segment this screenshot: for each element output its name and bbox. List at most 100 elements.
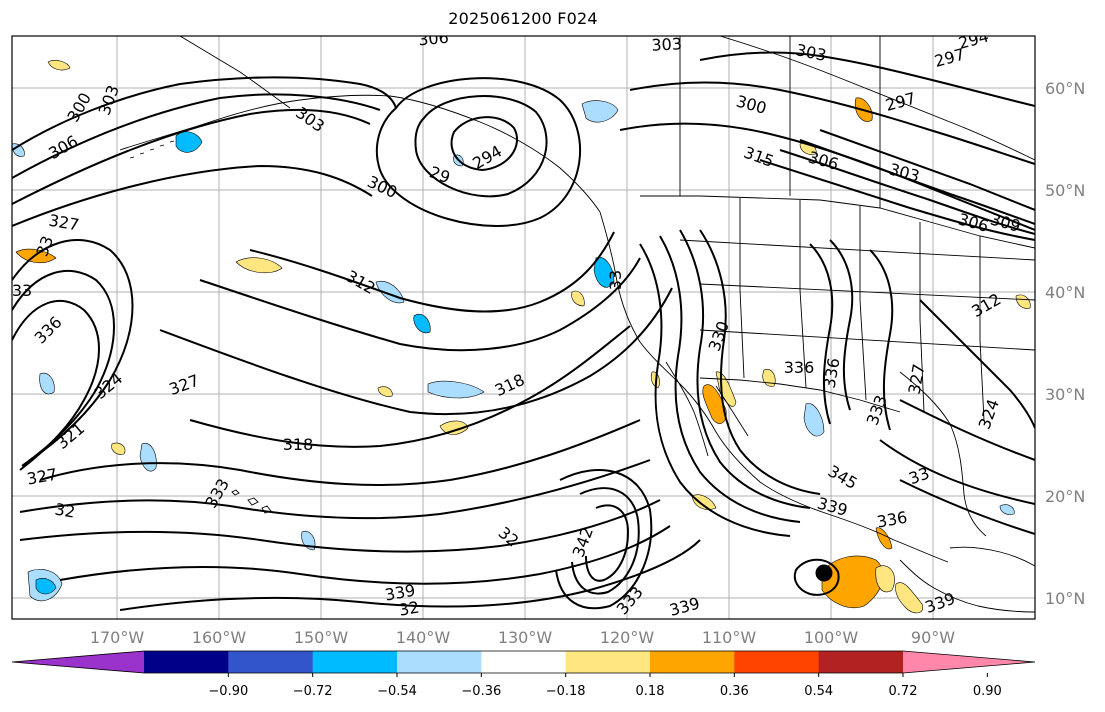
longitude-axis: 170°W 160°W 150°W 140°W 130°W 120°W 110°… bbox=[90, 628, 955, 647]
shade-yellow-south bbox=[895, 582, 924, 614]
central-america-coast bbox=[899, 559, 1035, 613]
shade-yellow-small-1 bbox=[377, 386, 393, 397]
lon-label-110w: 110°W bbox=[702, 628, 757, 647]
contour-jet-1 bbox=[759, 159, 1035, 241]
contour-label: 318 bbox=[283, 435, 314, 454]
shade-yellow-storm bbox=[875, 565, 895, 593]
contour-label: 303 bbox=[651, 34, 682, 55]
caribbean-coast bbox=[949, 546, 1035, 567]
colorbar-segment bbox=[397, 651, 482, 673]
shade-yellow-east bbox=[1015, 294, 1031, 309]
contour-west-gyre-1 bbox=[12, 239, 134, 461]
gulf-mexico bbox=[899, 371, 987, 537]
colorbar-tick-label: 0.72 bbox=[889, 684, 918, 699]
contour-ridge-us-2 bbox=[809, 243, 834, 425]
contour-315 bbox=[199, 257, 641, 352]
contour-west-gyre-3 bbox=[12, 299, 100, 471]
contour-330 bbox=[59, 525, 671, 585]
state-line-3 bbox=[859, 206, 867, 401]
lat-label-60n: 60°N bbox=[1045, 79, 1085, 98]
shade-yellow-nw bbox=[47, 60, 71, 71]
colorbar-segment bbox=[144, 651, 229, 673]
lon-label-150w: 150°W bbox=[294, 628, 349, 647]
colorbar-tick-label: 0.36 bbox=[720, 684, 749, 699]
alaska-coast bbox=[119, 94, 601, 213]
contour-ridge-us-1 bbox=[829, 239, 854, 411]
shade-yellow-coast bbox=[571, 290, 585, 307]
state-line-2 bbox=[799, 200, 807, 389]
hawaii-isle-1 bbox=[247, 497, 259, 506]
lat-label-20n: 20°N bbox=[1045, 487, 1085, 506]
shade-blue-gulf bbox=[581, 100, 619, 123]
lon-label-120w: 120°W bbox=[600, 628, 655, 647]
contour-ridge-us-3 bbox=[869, 249, 894, 431]
height-contours bbox=[12, 51, 1035, 611]
contour-ridge-2 bbox=[629, 81, 1035, 165]
contour-east-4 bbox=[919, 299, 1035, 429]
contour-jet-2 bbox=[779, 149, 1035, 235]
contour-321 bbox=[39, 419, 641, 486]
lon-label-90w: 90°W bbox=[911, 628, 955, 647]
colorbar-segment bbox=[312, 651, 398, 673]
canada-coast bbox=[719, 36, 1035, 161]
contour-cutoff-sw-2 bbox=[571, 487, 640, 595]
colorbar-segment bbox=[650, 651, 735, 673]
storm-center-marker bbox=[815, 564, 833, 582]
us-canada-border bbox=[640, 195, 1035, 249]
colorbar-tick-label: −0.72 bbox=[293, 684, 333, 699]
state-line-8 bbox=[699, 329, 1035, 351]
latitude-axis: 60°N 50°N 40°N 30°N 20°N 10°N bbox=[1045, 79, 1085, 608]
contour-east-2 bbox=[879, 439, 1035, 505]
shade-blue-small-2 bbox=[999, 504, 1015, 515]
colorbar-tick-label: −0.54 bbox=[377, 684, 417, 699]
colorbar-tick-label: 0.90 bbox=[973, 684, 1002, 699]
us-mexico-border bbox=[699, 377, 901, 413]
lon-label-140w: 140°W bbox=[396, 628, 451, 647]
shade-cyan-mid1 bbox=[413, 313, 431, 334]
lat-label-10n: 10°N bbox=[1045, 589, 1085, 608]
shade-blue-coast bbox=[593, 256, 615, 288]
contour-trough-1 bbox=[699, 229, 821, 495]
colorbar-tick-label: 0.54 bbox=[804, 684, 833, 699]
colorbar-extend-high bbox=[903, 651, 1035, 673]
shade-orange-left bbox=[15, 248, 57, 264]
colorbar-tick-label: −0.18 bbox=[546, 684, 586, 699]
gulf-california bbox=[715, 385, 749, 437]
shade-yellow-se bbox=[691, 494, 717, 510]
colorbar-extend-low bbox=[12, 651, 144, 673]
baja-coast bbox=[665, 361, 709, 457]
alaska-north-coast bbox=[179, 36, 291, 109]
state-line-7 bbox=[679, 239, 1035, 261]
contour-low-3 bbox=[375, 77, 581, 227]
contour-label: 32 bbox=[397, 597, 420, 619]
shade-yellow-gulf bbox=[762, 368, 776, 387]
contour-east-1 bbox=[899, 399, 1035, 461]
contour-low-inner bbox=[450, 116, 518, 172]
contour-327 bbox=[19, 499, 661, 553]
contour-318b bbox=[189, 325, 631, 448]
lat-label-50n: 50°N bbox=[1045, 181, 1085, 200]
contour-low-2 bbox=[414, 95, 548, 198]
shade-blue-30n bbox=[427, 380, 485, 399]
shade-yellow-mid bbox=[235, 257, 283, 274]
map-title: 2025061200 F024 bbox=[448, 9, 598, 28]
lat-label-40n: 40°N bbox=[1045, 283, 1085, 302]
contour-storm-ring bbox=[793, 558, 840, 596]
colorbar-segment bbox=[565, 651, 651, 673]
contour-trough-3 bbox=[659, 235, 801, 523]
lon-label-160w: 160°W bbox=[192, 628, 247, 647]
contour-trough-2 bbox=[679, 229, 811, 509]
colorbar-tick-label: −0.36 bbox=[461, 684, 501, 699]
lat-label-30n: 30°N bbox=[1045, 385, 1085, 404]
state-line-6 bbox=[699, 283, 1035, 301]
coastlines bbox=[119, 36, 1035, 613]
contour-label: 32 bbox=[53, 499, 76, 521]
pacific-coast bbox=[599, 211, 949, 563]
aleutian-isles bbox=[129, 140, 175, 159]
contour-303-west bbox=[12, 93, 381, 179]
contour-324 bbox=[19, 459, 651, 520]
map-frame bbox=[11, 35, 1036, 620]
contour-312 bbox=[249, 231, 615, 313]
shade-yellow-small-2 bbox=[111, 442, 126, 455]
